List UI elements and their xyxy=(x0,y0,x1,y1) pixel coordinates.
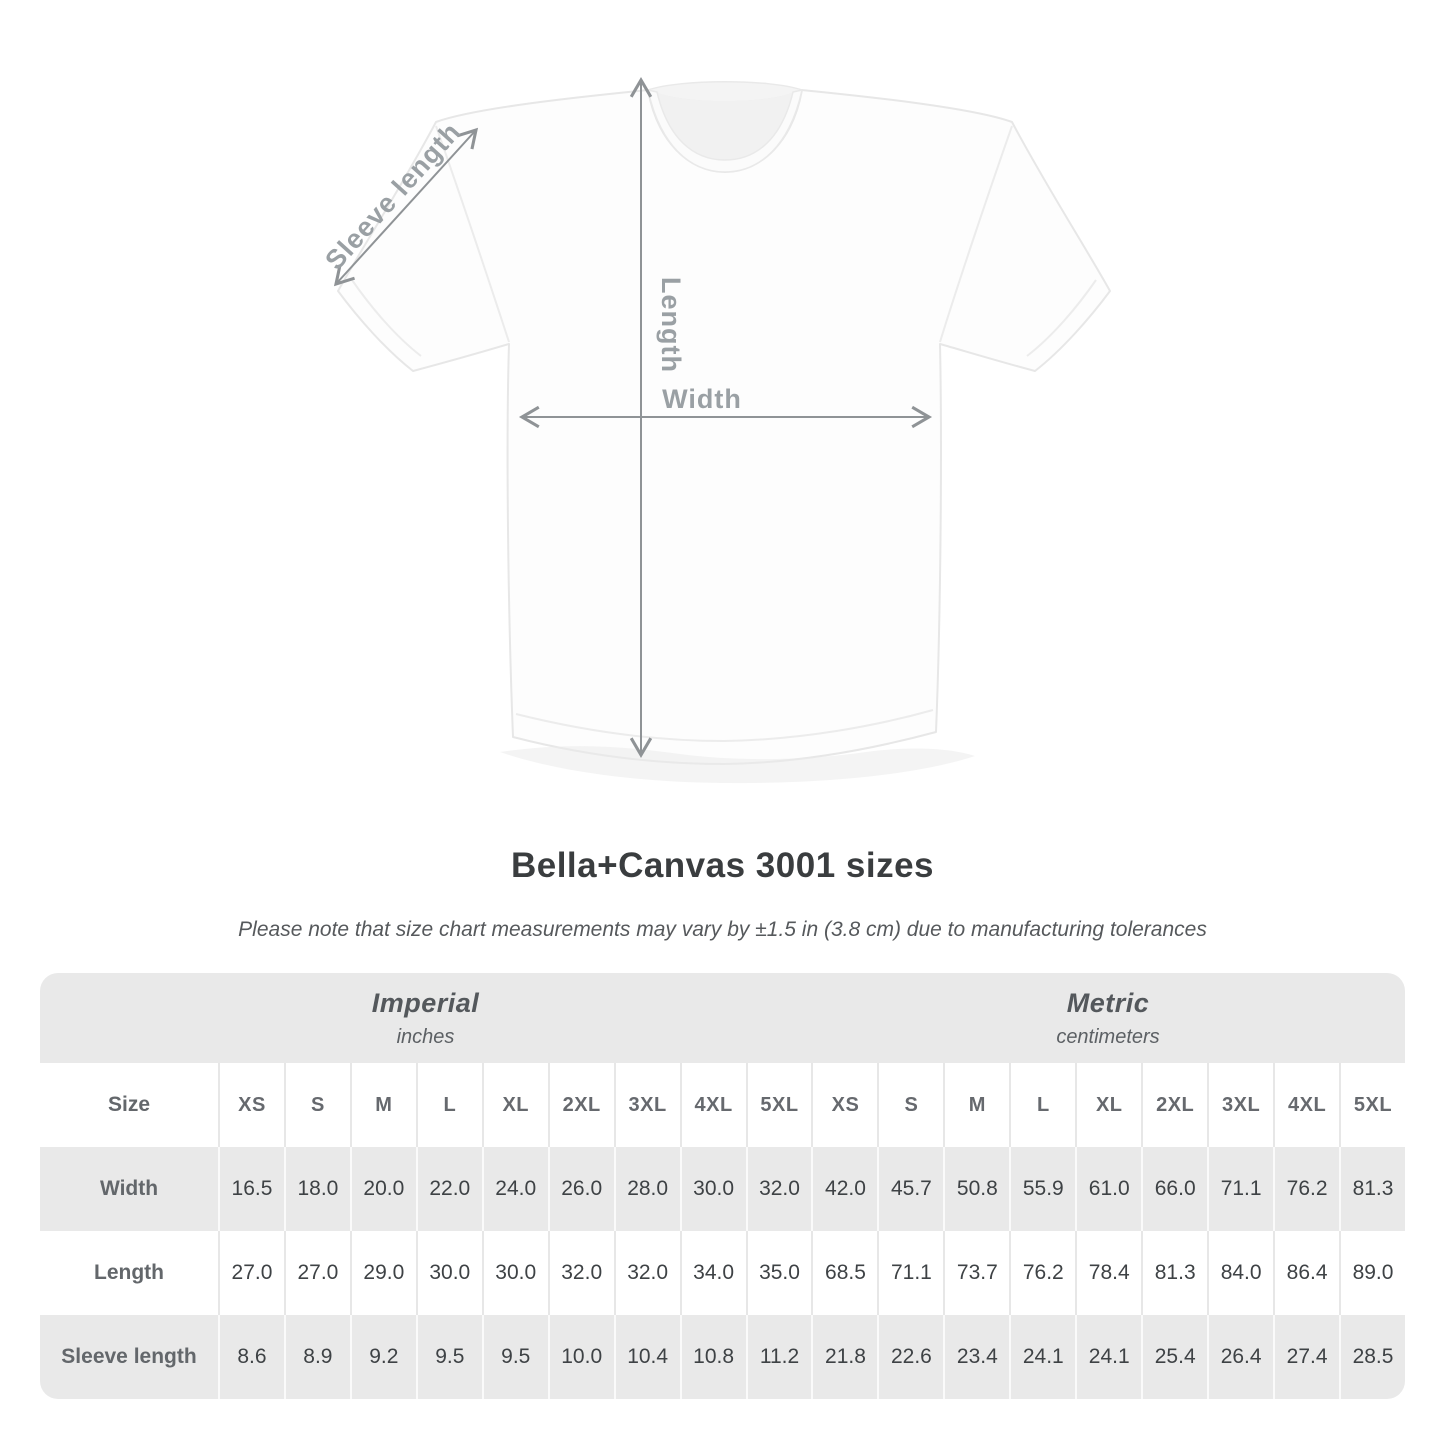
tshirt-size-diagram: Sleeve length Length Width xyxy=(319,76,1111,784)
row-label: Width xyxy=(99,1177,159,1200)
size-col-header: 4XL xyxy=(679,1063,746,1147)
table-cell: 25.4 xyxy=(1141,1315,1207,1399)
size-table: Imperial inches Metric centimeters Size … xyxy=(40,973,1405,1399)
table-cell: 66.0 xyxy=(1141,1147,1207,1231)
table-cell: 27.4 xyxy=(1273,1315,1339,1399)
table-cell: 29.0 xyxy=(349,1231,416,1315)
table-cell: 35.0 xyxy=(745,1231,812,1315)
width-label: Width xyxy=(662,384,742,414)
table-cell: 22.6 xyxy=(877,1315,943,1399)
table-cell: 18.0 xyxy=(283,1147,350,1231)
table-cell: 28.0 xyxy=(613,1147,680,1231)
size-col-header: S xyxy=(877,1063,943,1147)
table-cell: 45.7 xyxy=(877,1147,943,1231)
table-cell: 8.9 xyxy=(283,1315,350,1399)
table-cell: 9.2 xyxy=(349,1315,416,1399)
table-cell: 24.1 xyxy=(1075,1315,1141,1399)
table-cell: 86.4 xyxy=(1273,1231,1339,1315)
table-cell: 55.9 xyxy=(1009,1147,1075,1231)
imperial-group-header: Imperial inches xyxy=(40,973,811,1063)
table-cell: 84.0 xyxy=(1207,1231,1273,1315)
table-cell: 8.6 xyxy=(218,1315,284,1399)
table-cell: 21.8 xyxy=(811,1315,877,1399)
metric-group-unit: centimeters xyxy=(1056,1025,1160,1048)
table-cell: 22.0 xyxy=(415,1147,482,1231)
table-cell: 24.1 xyxy=(1009,1315,1075,1399)
size-corner-label: Size xyxy=(107,1093,151,1116)
table-cell: 10.0 xyxy=(547,1315,614,1399)
size-col-header: XS xyxy=(811,1063,877,1147)
size-col-header: M xyxy=(349,1063,416,1147)
table-row-sleeve-length: Sleeve length 8.6 8.9 9.2 9.5 9.5 10.0 1… xyxy=(40,1315,1405,1399)
table-cell: 68.5 xyxy=(811,1231,877,1315)
size-col-header: L xyxy=(415,1063,482,1147)
row-label: Sleeve length xyxy=(61,1345,197,1368)
table-cell: 81.3 xyxy=(1141,1231,1207,1315)
table-cell: 10.4 xyxy=(613,1315,680,1399)
size-col-header: L xyxy=(1009,1063,1075,1147)
size-col-header: 5XL xyxy=(745,1063,812,1147)
collar-inner-shadow xyxy=(657,92,793,160)
table-cell: 27.0 xyxy=(283,1231,350,1315)
table-cell: 71.1 xyxy=(877,1231,943,1315)
table-cell: 34.0 xyxy=(679,1231,746,1315)
table-cell: 27.0 xyxy=(218,1231,284,1315)
size-col-header: 4XL xyxy=(1273,1063,1339,1147)
size-col-header: XS xyxy=(218,1063,284,1147)
table-cell: 26.0 xyxy=(547,1147,614,1231)
table-row-length: Length 27.0 27.0 29.0 30.0 30.0 32.0 32.… xyxy=(40,1231,1405,1315)
table-cell: 28.5 xyxy=(1339,1315,1405,1399)
size-col-header: XL xyxy=(481,1063,548,1147)
table-cell: 24.0 xyxy=(481,1147,548,1231)
row-label: Length xyxy=(94,1261,164,1284)
table-cell: 9.5 xyxy=(415,1315,482,1399)
table-cell: 76.2 xyxy=(1273,1147,1339,1231)
tolerance-note: Please note that size chart measurements… xyxy=(238,918,1207,941)
table-cell: 30.0 xyxy=(481,1231,548,1315)
table-cell: 23.4 xyxy=(943,1315,1009,1399)
table-cell: 10.8 xyxy=(679,1315,746,1399)
table-cell: 30.0 xyxy=(415,1231,482,1315)
imperial-group-unit: inches xyxy=(396,1025,455,1048)
table-cell: 11.2 xyxy=(745,1315,812,1399)
table-cell: 32.0 xyxy=(613,1231,680,1315)
table-cell: 81.3 xyxy=(1339,1147,1405,1231)
size-header-row: Size XS S M L XL 2XL 3XL 4XL 5XL XS S M … xyxy=(40,1063,1405,1147)
table-cell: 89.0 xyxy=(1339,1231,1405,1315)
table-cell: 26.4 xyxy=(1207,1315,1273,1399)
table-cell: 16.5 xyxy=(218,1147,284,1231)
table-cell: 9.5 xyxy=(481,1315,548,1399)
sleeve-length-arrow xyxy=(333,127,479,287)
size-col-header: 3XL xyxy=(1207,1063,1273,1147)
table-cell: 32.0 xyxy=(745,1147,812,1231)
size-col-header: 3XL xyxy=(613,1063,680,1147)
page-title: Bella+Canvas 3001 sizes xyxy=(510,846,935,885)
size-col-header: M xyxy=(943,1063,1009,1147)
length-label: Length xyxy=(656,277,686,373)
table-cell: 73.7 xyxy=(943,1231,1009,1315)
size-col-header: 2XL xyxy=(547,1063,614,1147)
metric-group-name: Metric xyxy=(1066,987,1150,1018)
table-cell: 50.8 xyxy=(943,1147,1009,1231)
size-col-header: 5XL xyxy=(1339,1063,1405,1147)
table-cell: 42.0 xyxy=(811,1147,877,1231)
size-col-header: 2XL xyxy=(1141,1063,1207,1147)
table-row-width: Width 16.5 18.0 20.0 22.0 24.0 26.0 28.0… xyxy=(40,1147,1405,1231)
table-cell: 71.1 xyxy=(1207,1147,1273,1231)
collar-band xyxy=(647,89,803,173)
hem-shadow xyxy=(500,746,975,784)
unit-group-band: Imperial inches Metric centimeters xyxy=(40,973,1405,1063)
table-cell: 20.0 xyxy=(349,1147,416,1231)
table-cell: 61.0 xyxy=(1075,1147,1141,1231)
table-cell: 76.2 xyxy=(1009,1231,1075,1315)
imperial-group-name: Imperial xyxy=(371,987,480,1018)
tshirt-illustration xyxy=(337,81,1111,784)
table-cell: 30.0 xyxy=(679,1147,746,1231)
size-col-header: S xyxy=(283,1063,350,1147)
table-cell: 32.0 xyxy=(547,1231,614,1315)
size-col-header: XL xyxy=(1075,1063,1141,1147)
table-cell: 78.4 xyxy=(1075,1231,1141,1315)
metric-group-header: Metric centimeters xyxy=(811,973,1405,1063)
